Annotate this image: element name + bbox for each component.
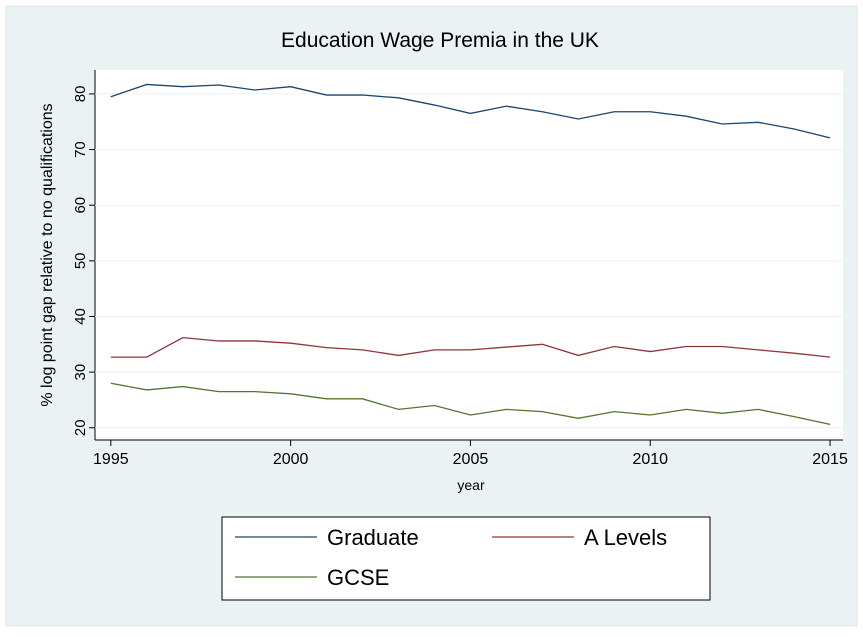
y-tick-label: 20 (72, 419, 89, 436)
plot-region (95, 70, 843, 440)
chart-title: Education Wage Premia in the UK (281, 29, 599, 52)
y-axis-title: % log point gap relative to no qualifica… (39, 103, 56, 406)
x-tick-label: 2015 (812, 451, 848, 468)
y-tick-label: 70 (72, 141, 89, 158)
y-tick-label: 40 (72, 308, 89, 325)
y-tick-label: 60 (72, 197, 89, 214)
line (110, 83, 831, 139)
x-tick-label: 2005 (453, 451, 489, 468)
line (110, 336, 831, 358)
x-tick-label: 2010 (632, 451, 668, 468)
line (110, 382, 831, 426)
legend-label: Graduate (327, 525, 419, 550)
x-tick-label: 1995 (93, 451, 129, 468)
x-axis-title: year (457, 477, 485, 493)
y-tick-label: 30 (72, 364, 89, 381)
y-tick-label: 50 (72, 252, 89, 269)
x-tick-label: 2000 (273, 451, 309, 468)
legend (221, 516, 711, 601)
legend-label: GCSE (327, 565, 389, 590)
y-tick-label: 80 (72, 86, 89, 103)
legend-label: A Levels (584, 525, 667, 550)
